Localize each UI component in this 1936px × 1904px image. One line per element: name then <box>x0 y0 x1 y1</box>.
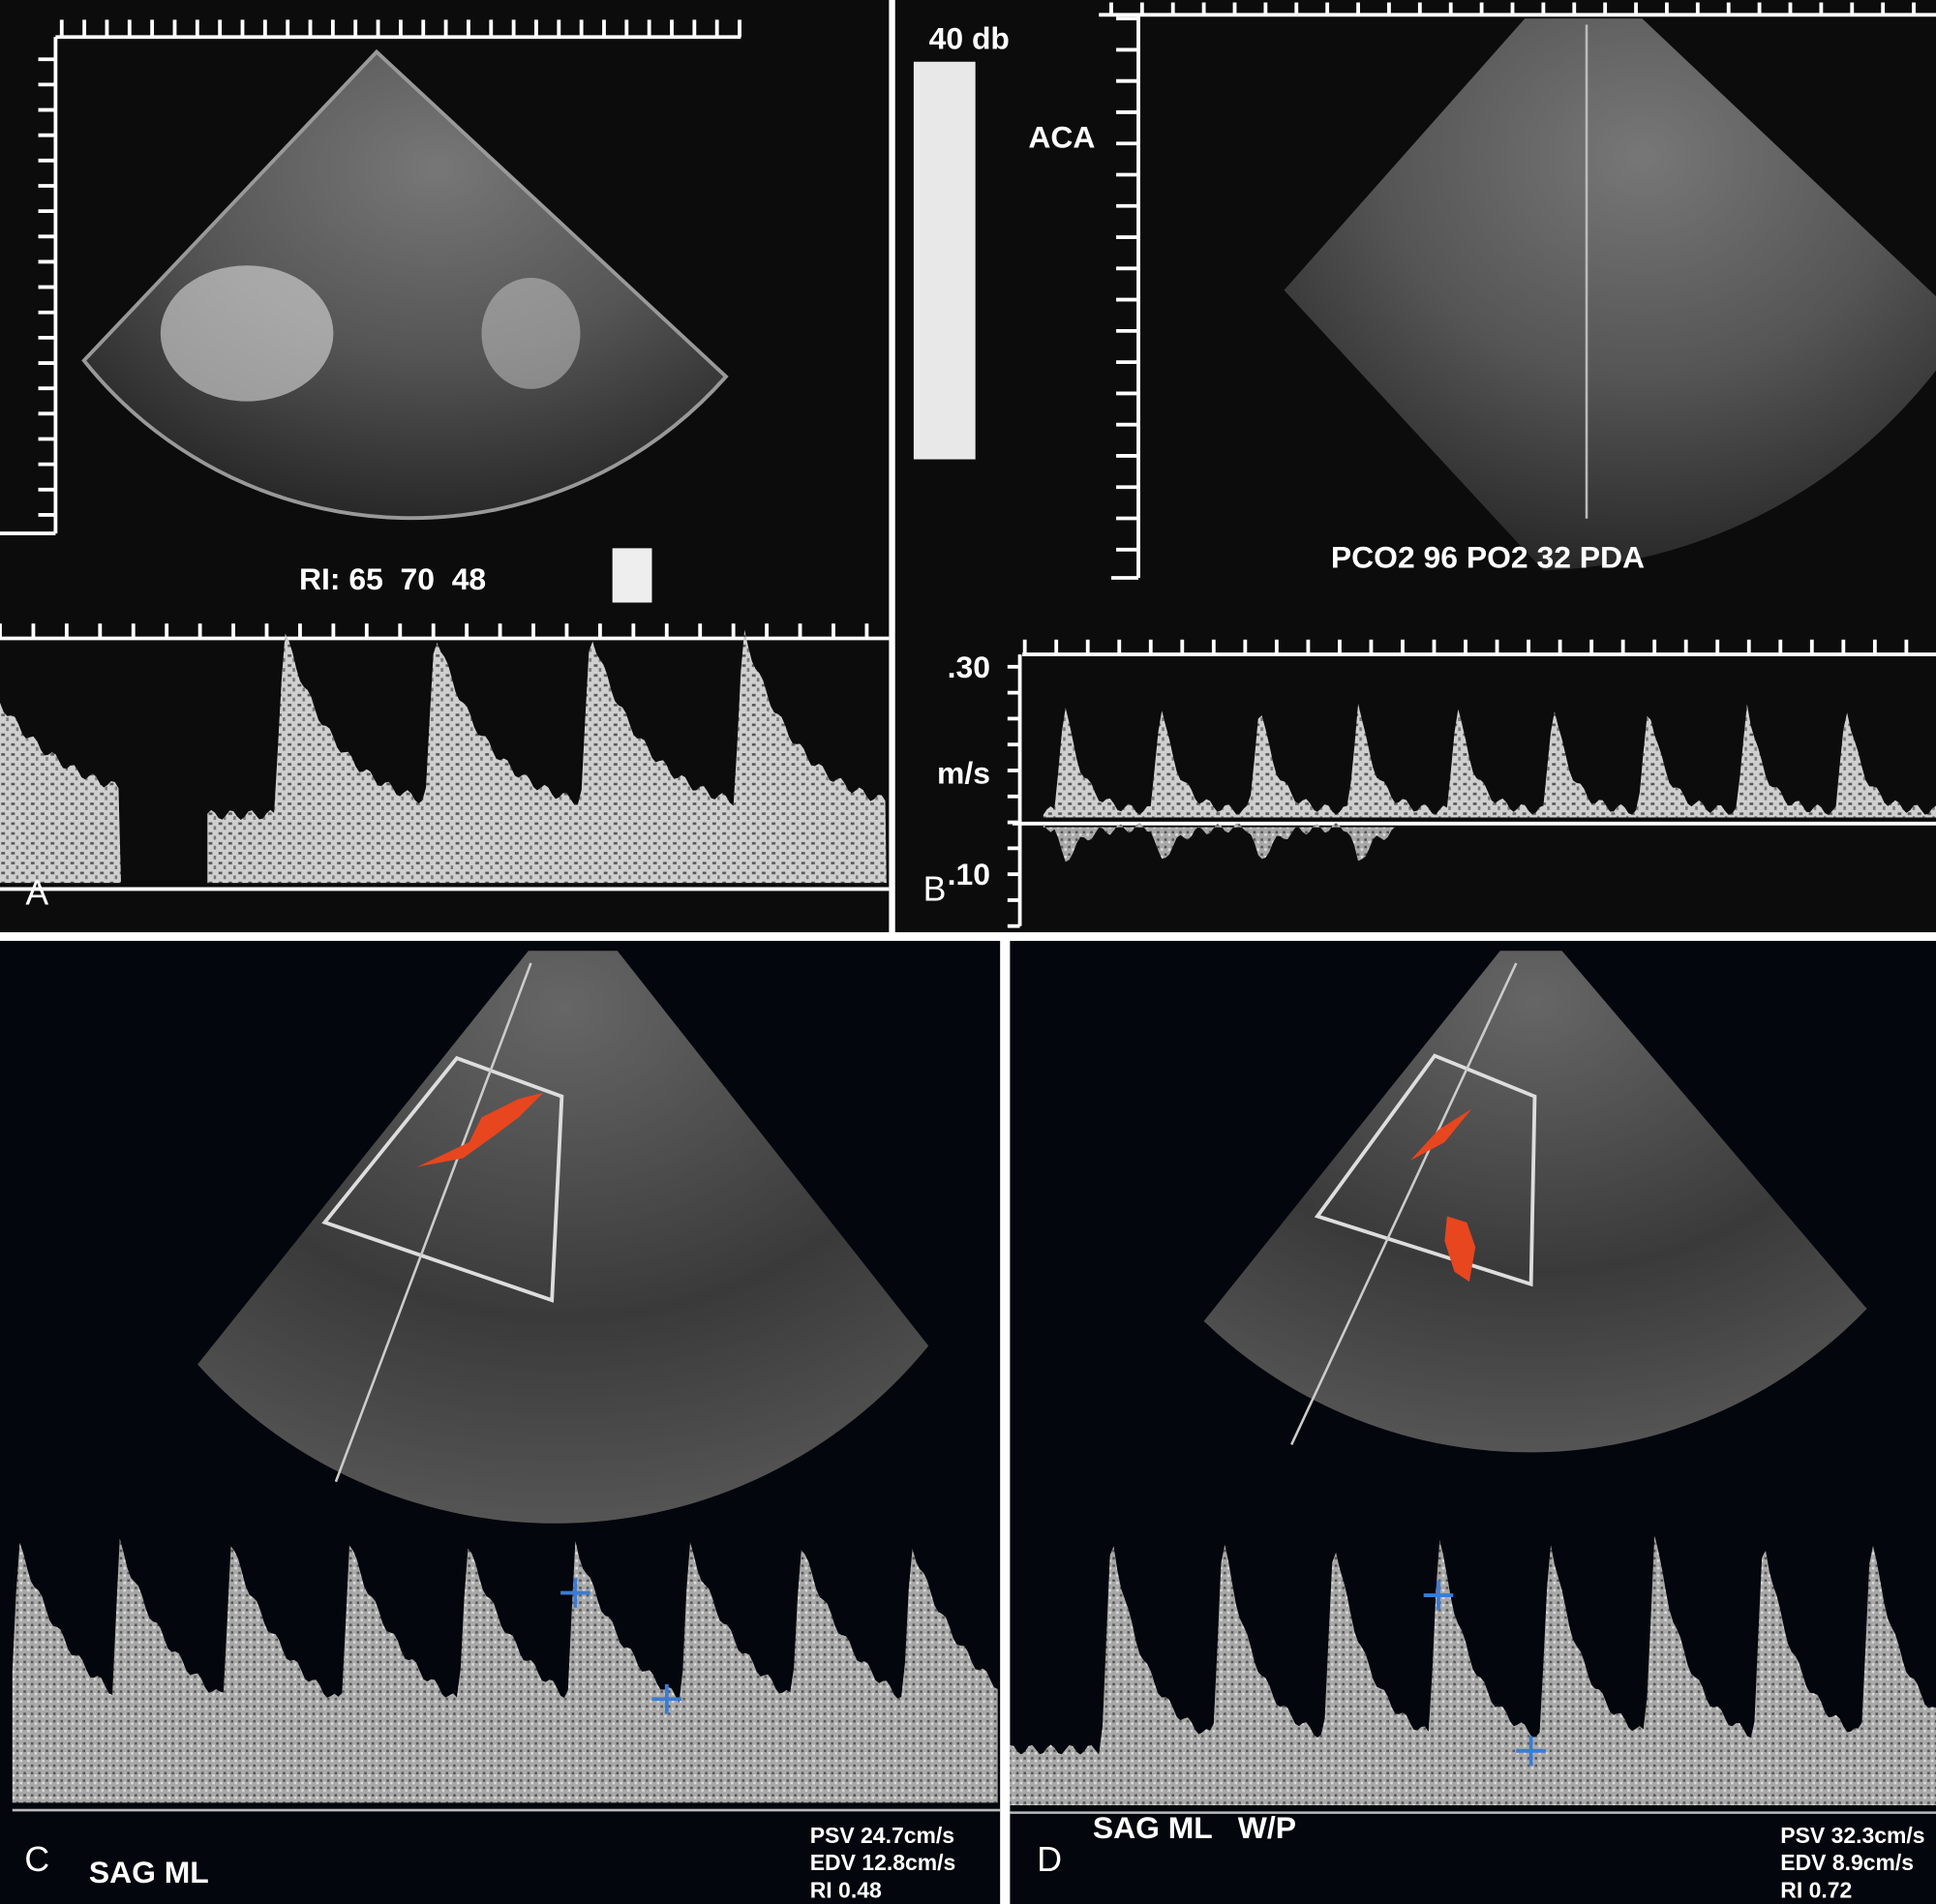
color-box <box>321 1055 564 1303</box>
panel-label: A <box>25 873 48 912</box>
doppler-spectrum <box>207 629 887 884</box>
vessel-label: ACA <box>1028 120 1095 155</box>
doppler-spectrum <box>1043 703 1936 818</box>
color-flow <box>1409 1108 1472 1162</box>
doppler-spectrum <box>1043 823 1396 862</box>
ultrasound-fan <box>1284 18 1936 571</box>
gain-label: 40 db <box>929 21 1010 56</box>
gain-bar <box>913 61 976 460</box>
marker-box <box>612 548 652 603</box>
doppler-spectrum <box>12 1538 998 1803</box>
color-flow <box>1444 1216 1476 1283</box>
doppler-spectrum <box>0 702 121 884</box>
measurement: EDV 12.8cm/s <box>810 1850 956 1875</box>
unit-label: m/s <box>937 756 990 791</box>
ultrasound-fan <box>81 48 729 521</box>
panel-label: B <box>923 869 947 908</box>
doppler-spectrum <box>1010 1535 1936 1805</box>
scale-label: .10 <box>948 857 990 892</box>
mode-label: SAG ML <box>89 1855 209 1889</box>
measurement: EDV 8.9cm/s <box>1780 1850 1914 1875</box>
mode-label: SAG ML W/P <box>1093 1810 1296 1845</box>
ultrasound-fan <box>197 951 929 1524</box>
scale-label: .30 <box>948 650 990 684</box>
echo-region <box>481 278 581 389</box>
doppler-line <box>1290 962 1518 1446</box>
echo-region <box>160 265 334 402</box>
measurement: RI 0.48 <box>810 1877 882 1902</box>
measurement: PSV 24.7cm/s <box>810 1823 954 1848</box>
panel-label: C <box>24 1840 49 1879</box>
ri-label: RI: 65 70 48 <box>299 561 486 596</box>
doppler-line <box>334 962 532 1483</box>
color-flow <box>417 1092 544 1167</box>
gas-label: PCO2 96 PO2 32 PDA <box>1331 539 1645 574</box>
ultrasound-fan <box>1203 951 1867 1453</box>
measurement: PSV 32.3cm/s <box>1780 1823 1924 1848</box>
measurement: RI 0.72 <box>1780 1877 1852 1902</box>
panel-label: D <box>1037 1840 1062 1879</box>
